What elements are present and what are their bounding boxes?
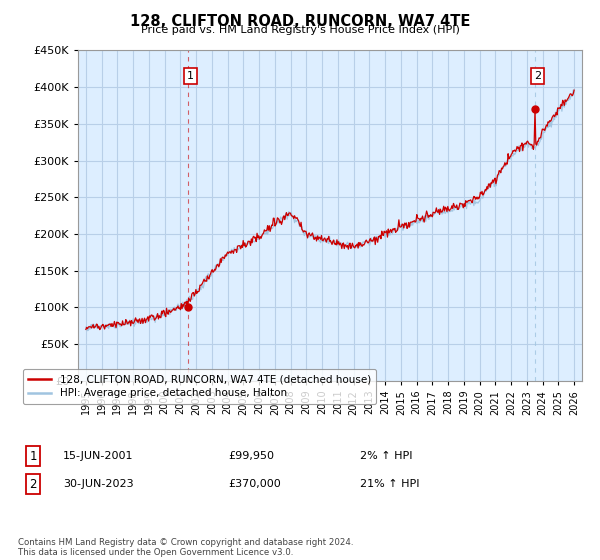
Text: 128, CLIFTON ROAD, RUNCORN, WA7 4TE: 128, CLIFTON ROAD, RUNCORN, WA7 4TE [130,14,470,29]
Text: 21% ↑ HPI: 21% ↑ HPI [360,479,419,489]
Text: 1: 1 [29,450,37,463]
Text: 1: 1 [187,71,194,81]
Text: 2% ↑ HPI: 2% ↑ HPI [360,451,413,461]
Text: Contains HM Land Registry data © Crown copyright and database right 2024.
This d: Contains HM Land Registry data © Crown c… [18,538,353,557]
Text: Price paid vs. HM Land Registry's House Price Index (HPI): Price paid vs. HM Land Registry's House … [140,25,460,35]
Text: 15-JUN-2001: 15-JUN-2001 [63,451,133,461]
Text: 2: 2 [29,478,37,491]
Text: 30-JUN-2023: 30-JUN-2023 [63,479,134,489]
Text: £99,950: £99,950 [228,451,274,461]
Text: £370,000: £370,000 [228,479,281,489]
Legend: 128, CLIFTON ROAD, RUNCORN, WA7 4TE (detached house), HPI: Average price, detach: 128, CLIFTON ROAD, RUNCORN, WA7 4TE (det… [23,369,376,404]
Text: 2: 2 [534,71,541,81]
